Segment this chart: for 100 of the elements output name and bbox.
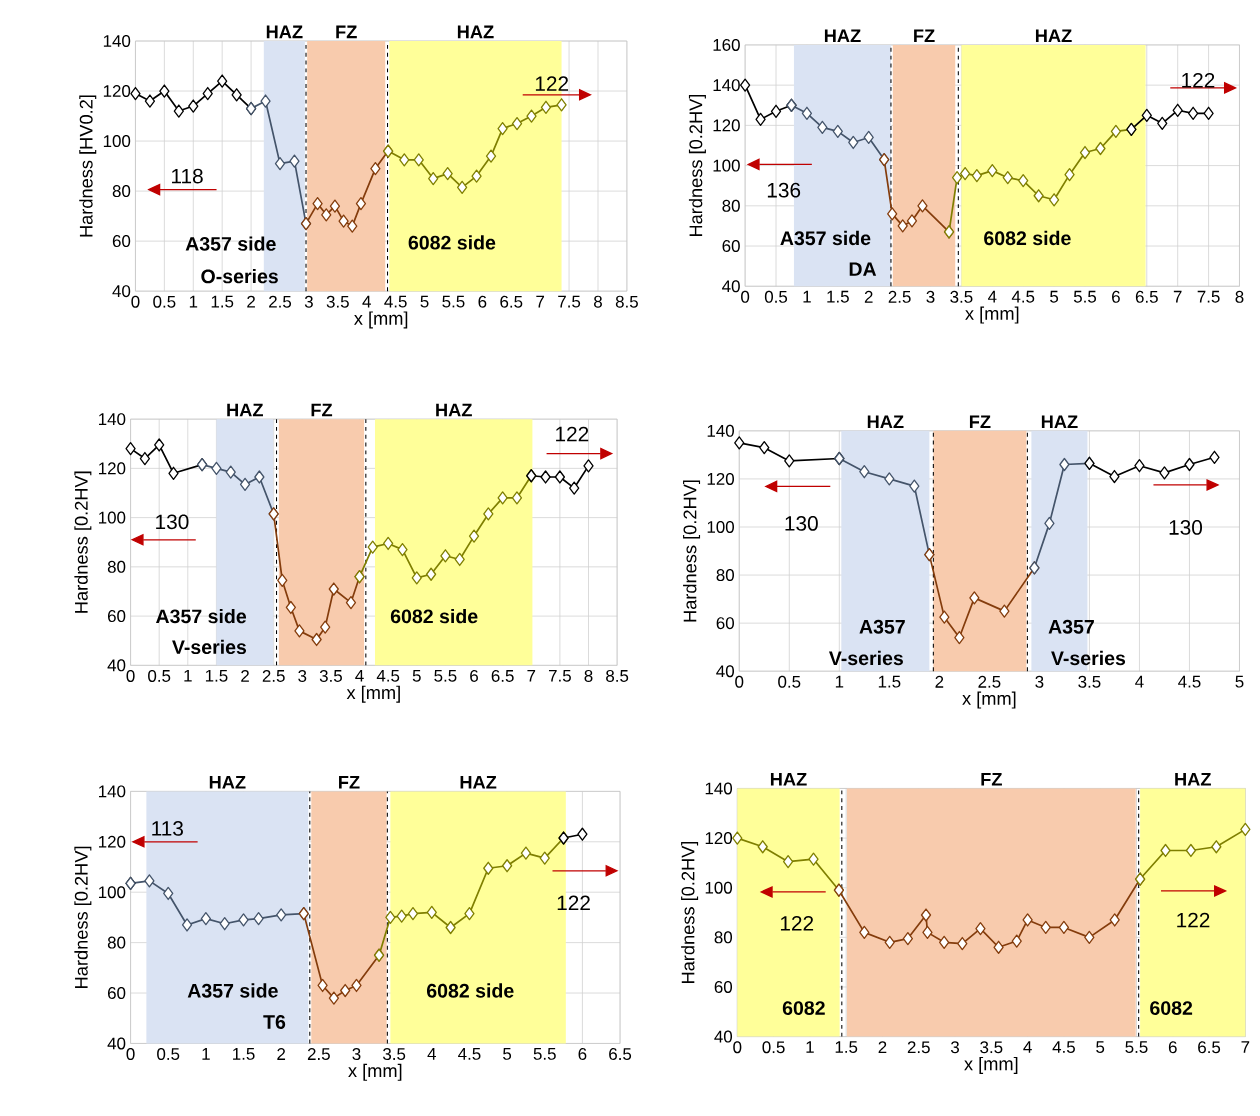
annotation: 122 [1177,912,1210,928]
x-tick-label: 6 [1168,1041,1177,1054]
annotation: 6082 [1150,1001,1193,1016]
x-tick-label: 7 [536,295,545,308]
x-tick-label: 3 [950,1041,960,1054]
x-tick-label: 3 [926,290,935,303]
y-tick-label: 40 [716,665,734,678]
y-tick-label: 140 [99,413,126,426]
x-tick-label: 1 [202,1048,210,1060]
y-tick-label: 80 [722,199,740,212]
annotation: A357 side [155,609,247,624]
y-tick-label: 140 [103,35,131,48]
annotation: V-series [828,650,903,666]
x-tick-label: 4.5 [384,295,407,308]
y-tick-label: 60 [722,240,740,253]
y-tick-label: 100 [713,159,740,172]
x-tick-label: 6.5 [500,295,523,308]
x-tick-label: 5.5 [1073,290,1097,303]
x-tick-label: 3.5 [383,1048,406,1061]
y-tick-label: 140 [705,782,733,795]
band-label: HAZ [1175,773,1211,786]
y-tick-label: 60 [112,235,131,248]
y-tick-label: 120 [713,119,740,132]
x-tick-label: 0.5 [157,1048,180,1061]
x-tick-label: 3.5 [950,290,973,303]
y-tick-label: 100 [103,135,131,148]
band-label: HAZ [436,403,472,417]
annotation: 130 [1169,520,1203,535]
x-tick-label: 1.5 [827,290,849,303]
x-tick-label: 7.5 [558,295,581,308]
band-label: HAZ [457,25,494,39]
x-tick-label: 6.5 [491,670,514,683]
y-tick-label: 60 [107,610,126,623]
y-tick-label: 60 [107,987,126,1000]
x-tick-label: 8 [594,295,602,308]
y-tick-label: 80 [107,560,126,573]
y-axis-title: Hardness [HV0.2] [79,95,97,237]
annotation: O-series [201,269,278,284]
annotation: V-series [1051,650,1126,666]
x-tick-label: 5.5 [1125,1041,1148,1054]
x-tick-label: 2 [864,290,873,303]
y-tick-label: 80 [112,185,131,198]
x-tick-label: 0 [733,1041,742,1054]
annotation: 6082 side [390,609,478,624]
y-tick-label: 140 [99,785,126,798]
x-tick-label: 5 [1096,1041,1105,1054]
y-tick-label: 40 [107,659,126,672]
x-axis-title: x [mm] [965,306,1019,324]
x-tick-label: 6.5 [1198,1041,1221,1054]
y-axis-title: Hardness [0.2HV] [681,842,699,984]
x-tick-label: 0.5 [762,1041,785,1054]
band-label: HAZ [460,776,497,789]
x-tick-label: 2.5 [907,1041,930,1054]
x-tick-label: 8.5 [615,295,638,308]
x-tick-label: 3.5 [1078,675,1101,688]
band-label: HAZ [209,776,246,789]
annotation: 136 [767,182,801,198]
annotation: A357 [1048,619,1094,634]
y-tick-label: 160 [713,39,740,52]
x-tick-label: 1.5 [878,675,901,688]
x-tick-label: 4.5 [458,1048,481,1060]
x-tick-label: 2.5 [269,295,292,308]
x-tick-label: 7 [527,670,536,682]
x-tick-label: 1.5 [211,295,234,308]
x-tick-label: 5.5 [434,670,457,682]
y-tick-label: 140 [707,424,734,437]
x-tick-label: 1.5 [233,1048,255,1060]
annotation: 122 [1182,73,1215,88]
x-tick-label: 4 [427,1048,437,1060]
y-tick-label: 60 [716,617,734,630]
x-tick-label: 1 [803,290,811,303]
annotation: 6082 side [984,230,1071,246]
x-tick-label: 2 [247,295,255,308]
annotation: 6082 side [426,983,514,998]
band-label: FZ [336,25,357,39]
x-tick-label: 4 [355,670,364,682]
x-tick-label: 1.5 [205,670,228,682]
band-label: FZ [339,776,360,789]
annotation: 130 [785,516,818,531]
y-tick-label: 100 [705,881,733,894]
x-tick-label: 2.5 [978,675,1001,688]
y-tick-label: 40 [112,285,131,298]
x-tick-label: 3.5 [980,1041,1003,1054]
x-tick-label: 2.5 [262,670,285,683]
y-tick-label: 80 [716,569,734,582]
x-tick-label: 2.5 [307,1048,330,1061]
x-tick-label: 0 [131,295,140,308]
x-tick-label: 7 [1173,290,1182,303]
x-tick-label: 3 [1035,675,1044,688]
x-tick-label: 6 [578,1048,587,1061]
x-tick-label: 5 [1235,675,1244,688]
x-tick-label: 7.5 [548,670,571,682]
x-axis-title: x [mm] [354,311,408,329]
x-tick-label: 1 [184,670,192,682]
y-axis-title: Hardness [0.2HV] [688,95,706,237]
band-label: HAZ [867,415,904,429]
x-tick-label: 4.5 [1052,1041,1075,1054]
x-axis-title: x [mm] [962,691,1016,709]
band-label: HAZ [1035,29,1072,43]
x-tick-label: 4 [1135,675,1144,688]
